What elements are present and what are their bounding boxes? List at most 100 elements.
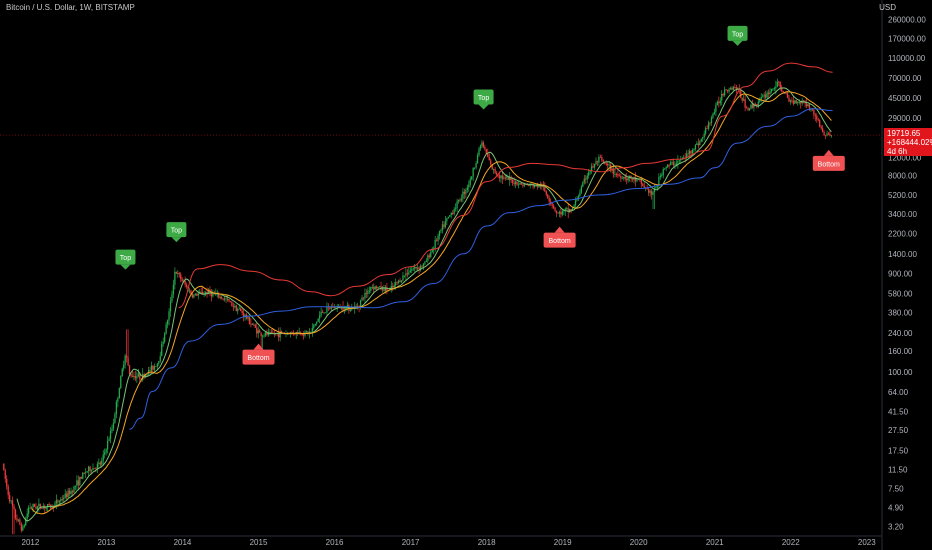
candle-body [235, 305, 237, 312]
candle-body [11, 500, 14, 507]
candle-body [294, 334, 296, 336]
candle-body [487, 153, 489, 158]
candle-body [721, 93, 723, 101]
candle-body [33, 504, 36, 507]
candle-body [330, 307, 332, 309]
candle-body [370, 287, 372, 291]
candle-body [713, 111, 716, 114]
candle-body [770, 89, 773, 92]
candle-body [589, 170, 591, 173]
candle-body [266, 332, 268, 335]
candle-body [517, 184, 520, 186]
candle-body [305, 331, 308, 333]
candle-body [466, 187, 468, 191]
candle-body [117, 398, 119, 402]
currency-label: USD [879, 3, 896, 12]
candle-body [280, 331, 283, 333]
candle-body [440, 230, 442, 231]
candle-body [494, 168, 496, 173]
candle-body [558, 211, 561, 214]
candle-body [95, 468, 97, 469]
candle-body [457, 199, 460, 202]
y-tick-label: 260000.00 [888, 15, 926, 24]
candle-body [321, 311, 324, 313]
candle-body [830, 135, 833, 136]
candle-body [163, 333, 166, 342]
candle-body [386, 287, 388, 291]
candle-body [827, 133, 830, 135]
candle-body [767, 92, 770, 95]
candle-body [528, 184, 530, 186]
candle-body [596, 161, 599, 163]
candle-body [605, 163, 607, 165]
candle-body [753, 103, 755, 108]
x-tick-label: 2021 [706, 538, 724, 547]
y-tick-label: 110000.00 [888, 54, 926, 63]
candle-body [317, 318, 319, 322]
green-ma-line [16, 87, 832, 522]
candle-body [744, 99, 746, 108]
y-tick-label: 380.00 [888, 308, 913, 317]
candle-body [193, 294, 195, 298]
candle-body [821, 128, 824, 132]
candle-body [675, 163, 678, 165]
candle-body [68, 490, 71, 495]
bottom-label-box [242, 349, 275, 365]
candle-body [500, 175, 502, 179]
candle-body [789, 100, 792, 102]
candle-body [447, 216, 449, 219]
candle-body [128, 365, 131, 375]
candle-body [762, 96, 764, 98]
candle-body [665, 166, 667, 169]
candle-body [47, 504, 49, 507]
candle-body [823, 131, 825, 136]
top-label-text: Top [732, 31, 743, 38]
candle-body [359, 300, 362, 307]
candle-body [39, 503, 42, 509]
candle-body [685, 153, 688, 159]
candle-body [453, 209, 455, 214]
candle-body [566, 208, 568, 210]
top-label-text: Top [171, 228, 182, 235]
candle-body [728, 89, 730, 92]
y-tick-label: 64.00 [888, 388, 909, 397]
candle-body [251, 324, 254, 326]
candle-body [631, 178, 634, 180]
candle-body [279, 331, 281, 338]
candle-body [93, 467, 96, 469]
candle-body [769, 91, 771, 95]
candle-body [516, 181, 518, 185]
candle-body [567, 208, 569, 212]
candle-body [435, 240, 438, 241]
candle-body [248, 317, 251, 324]
candle-body [377, 286, 379, 289]
candle-body [668, 164, 670, 166]
candle-body [819, 120, 821, 127]
candle-body [63, 497, 65, 500]
candle-body [472, 167, 474, 177]
x-tick-label: 2023 [858, 538, 876, 547]
candle-body [469, 179, 471, 185]
candle-body [79, 476, 81, 486]
candle-body [507, 176, 509, 181]
candle-body [604, 161, 606, 164]
candle-body [724, 89, 726, 96]
candle-body [798, 102, 800, 103]
candle-body [316, 321, 318, 324]
candle-body [693, 149, 695, 151]
candle-body [779, 81, 781, 88]
candle-body [614, 173, 616, 175]
candle-body [702, 137, 704, 139]
candle-body [178, 273, 180, 275]
candle-body [800, 102, 802, 104]
candle-body [3, 463, 5, 471]
candle-body [808, 104, 811, 110]
candle-body [425, 260, 428, 263]
candle-body [54, 503, 56, 508]
candle-body [797, 102, 799, 104]
candle-body [232, 305, 235, 307]
candle-body [41, 508, 43, 509]
candle-body [85, 472, 87, 474]
x-tick-label: 2016 [326, 538, 344, 547]
